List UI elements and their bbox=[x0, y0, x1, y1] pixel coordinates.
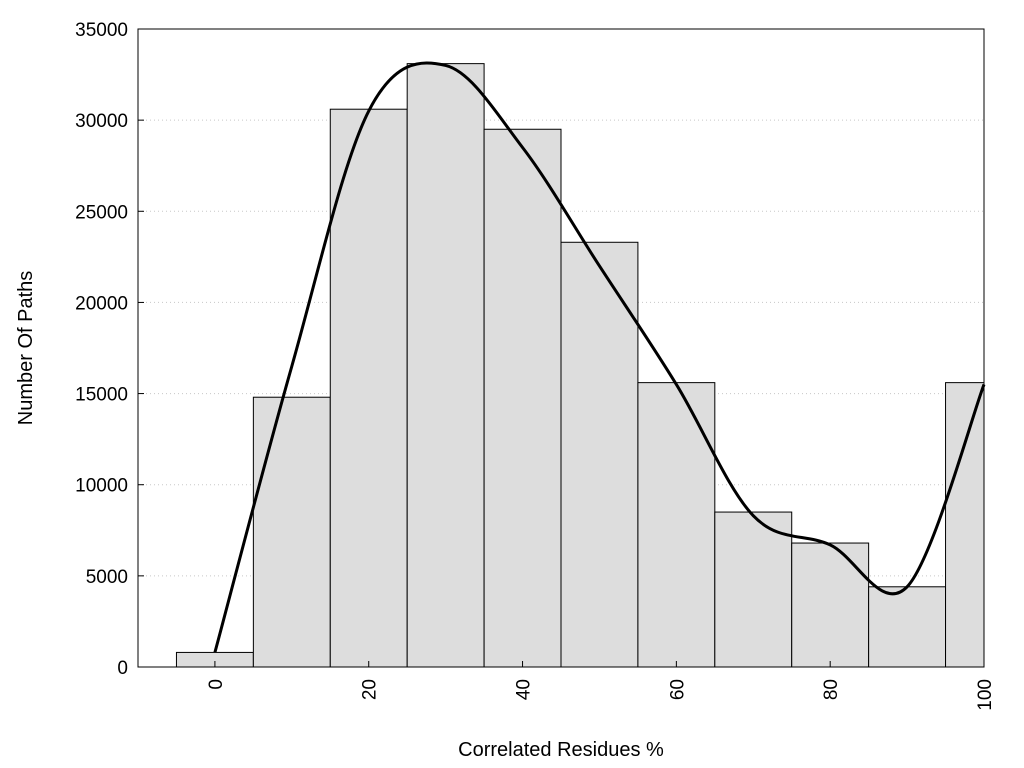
y-tick-label: 10000 bbox=[75, 476, 128, 497]
y-tick-label: 20000 bbox=[75, 293, 128, 314]
x-tick-label: 20 bbox=[360, 679, 381, 700]
histogram-bar bbox=[560, 241, 639, 668]
y-axis-title: Number Of Paths bbox=[15, 271, 37, 426]
histogram-bar bbox=[868, 586, 947, 668]
density-curve bbox=[213, 61, 986, 653]
x-tick-label: 0 bbox=[206, 679, 227, 690]
x-tick-label: 60 bbox=[667, 679, 688, 700]
histogram-bar bbox=[483, 128, 562, 668]
x-tick-label: 100 bbox=[975, 679, 996, 711]
x-tick-label: 40 bbox=[514, 679, 535, 700]
histogram-bar bbox=[945, 382, 985, 668]
y-tick-label: 15000 bbox=[75, 385, 128, 406]
x-tick-label: 80 bbox=[821, 679, 842, 700]
curve-line bbox=[213, 61, 986, 653]
y-tick-label: 30000 bbox=[75, 111, 128, 132]
histogram-bar bbox=[791, 542, 870, 668]
x-axis-title: Correlated Residues % bbox=[458, 739, 664, 761]
y-tick-label: 0 bbox=[117, 658, 128, 679]
histogram-bar bbox=[714, 511, 793, 668]
plot-frame bbox=[137, 28, 985, 668]
y-tick-label: 35000 bbox=[75, 20, 128, 41]
y-tick-label: 25000 bbox=[75, 202, 128, 223]
histogram-bar bbox=[637, 382, 716, 668]
y-tick-label: 5000 bbox=[86, 567, 128, 588]
histogram-bar bbox=[406, 63, 485, 668]
histogram-bar bbox=[252, 396, 331, 668]
histogram-bar bbox=[329, 108, 408, 668]
x-axis-ticks: 0 20 40 60 80 100 bbox=[206, 661, 996, 711]
y-axis-ticks: 0 5000 10000 15000 20000 25000 30000 35000 bbox=[75, 20, 144, 679]
